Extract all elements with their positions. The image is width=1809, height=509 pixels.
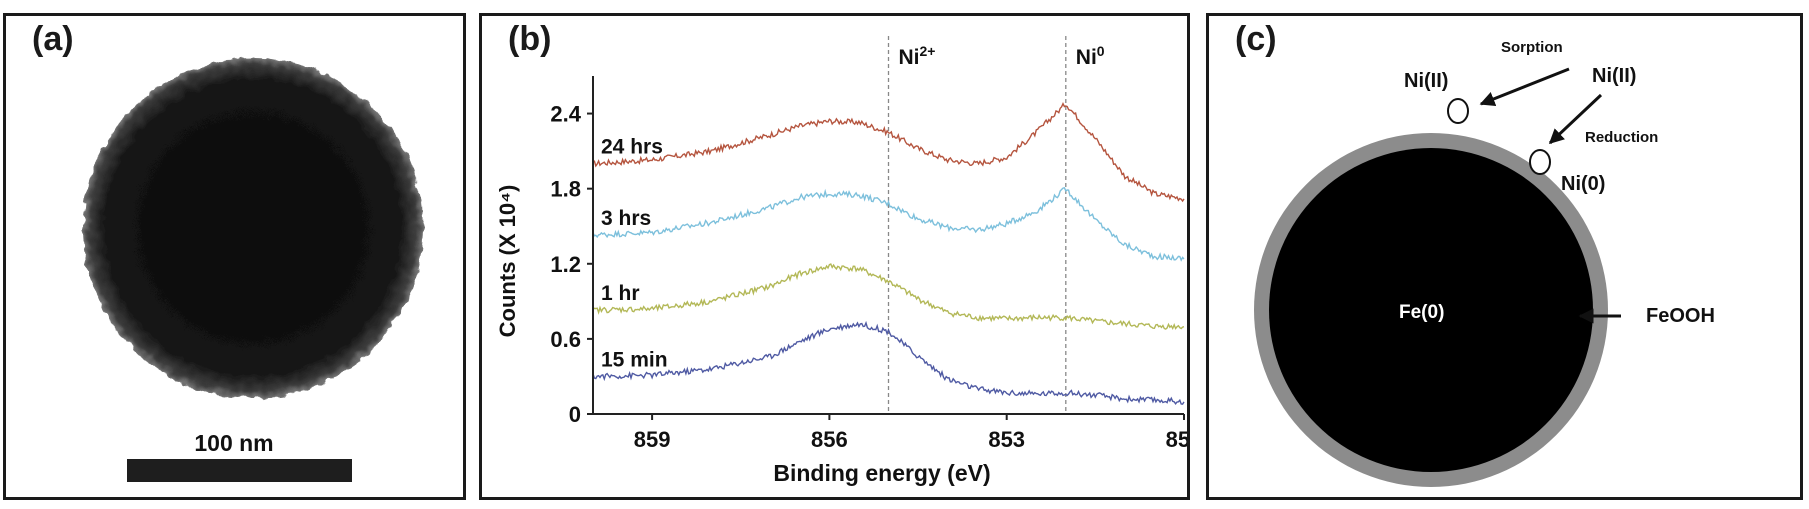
ni-0-particle (1529, 149, 1551, 175)
y-tick-label: 1.8 (550, 177, 581, 202)
y-tick-label: 1.2 (550, 252, 581, 277)
series-label: 15 min (601, 348, 668, 371)
x-tick-label: 859 (634, 427, 671, 452)
scale-bar-label: 100 nm (194, 430, 273, 456)
fe-core (1269, 148, 1593, 472)
y-tick-label: 0 (569, 402, 581, 427)
y-tick-label: 0.6 (550, 327, 581, 352)
panel-b: (b) Ni2+ Ni0 24 hrs 3 hrs 1 hr 15 min 859 856… (479, 13, 1202, 500)
series-label: 1 hr (601, 282, 640, 305)
tem-image: 100 nm (83, 58, 423, 482)
ni-ii-right-label: Ni(II) (1592, 65, 1636, 87)
x-tick-label: 856 (811, 427, 848, 452)
schematic: Fe(0) Sorption Ni(II) Ni(II) Reduction N… (1254, 39, 1715, 487)
ni-0-label: Ni(0) (1561, 173, 1605, 195)
panel-c-label: (c) (1235, 20, 1277, 58)
series-label: 3 hrs (601, 207, 651, 230)
scale-bar (127, 459, 352, 482)
y-tick-label: 2.4 (550, 102, 581, 127)
x-tick-label: 850 (1166, 427, 1187, 452)
sorption-label: Sorption (1501, 39, 1563, 56)
series-label: 24 hrs (601, 136, 663, 159)
panel-c: (c) Fe(0) Sorption Ni(II) Ni(II) Reducti… (1206, 13, 1803, 500)
core-label: Fe(0) (1399, 302, 1444, 323)
series-line (592, 102, 1185, 203)
panel-b-label: (b) (508, 20, 552, 58)
shell-label: FeOOH (1646, 305, 1715, 327)
reduction-label: Reduction (1585, 129, 1658, 146)
sorption-arrow (1479, 67, 1570, 106)
xps-chart: Ni2+ Ni0 24 hrs 3 hrs 1 hr 15 min 859 856 853 8… (495, 36, 1202, 486)
panel-a: (a) 100 nm (3, 13, 466, 500)
reduction-arrow (1548, 93, 1603, 145)
x-axis-label: Binding energy (eV) (773, 460, 990, 486)
series-line (592, 263, 1185, 330)
series-line (592, 320, 1185, 405)
nanoparticle (83, 58, 423, 398)
reference-line-label: Ni0 (1076, 43, 1105, 69)
reference-line-label: Ni2+ (899, 43, 936, 69)
y-axis-label: Counts (X 10⁴) (495, 185, 520, 338)
ni-ii-left-label: Ni(II) (1404, 70, 1448, 92)
ni-ii-particle (1447, 98, 1469, 124)
x-tick-label: 853 (988, 427, 1025, 452)
series-line (592, 186, 1185, 262)
panel-a-label: (a) (32, 20, 74, 58)
